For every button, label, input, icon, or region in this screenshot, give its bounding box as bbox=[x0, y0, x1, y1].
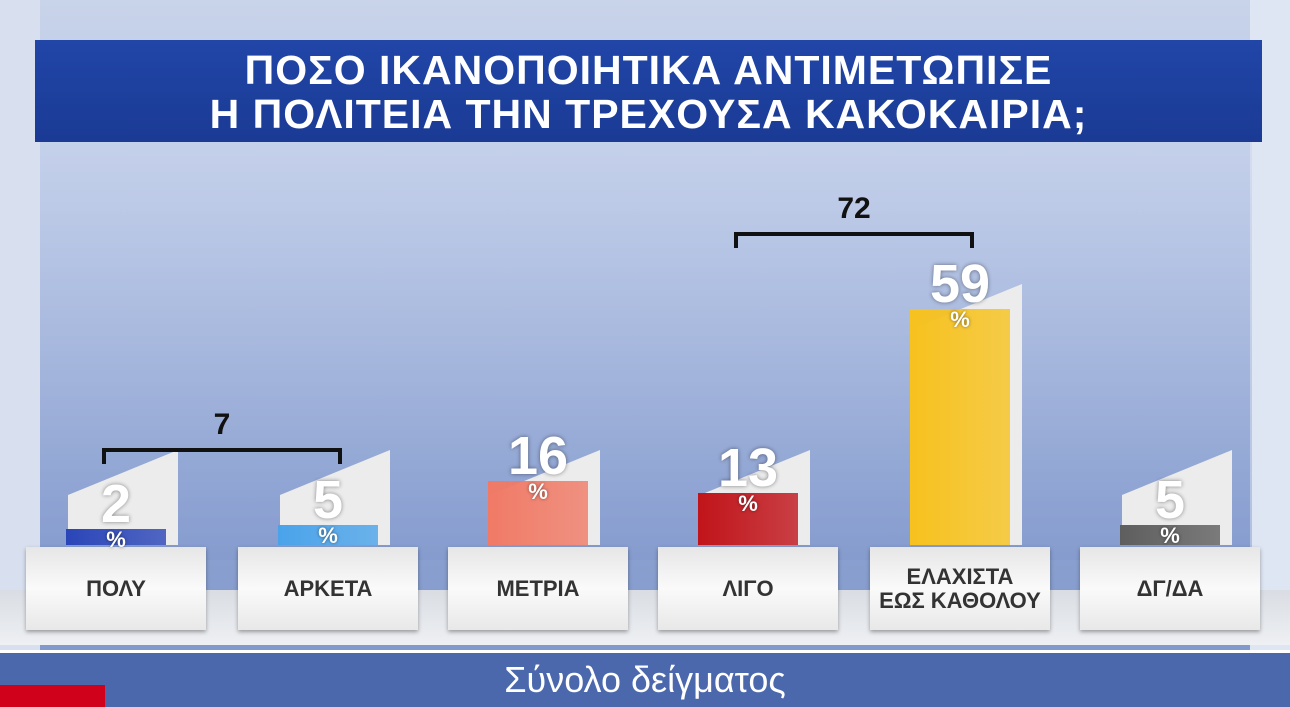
bar bbox=[488, 481, 588, 545]
percent-sign: % bbox=[1160, 523, 1180, 548]
group-total-label: 72 bbox=[837, 192, 871, 225]
group-bracket bbox=[734, 232, 974, 248]
bar bbox=[1120, 525, 1220, 545]
category-label: ΛΙΓΟ bbox=[658, 547, 838, 630]
bar-backdrop bbox=[1122, 450, 1232, 545]
bar bbox=[698, 493, 798, 545]
value-label: 2 bbox=[100, 474, 132, 534]
background-panel bbox=[40, 140, 1252, 560]
bar-backdrop bbox=[68, 450, 178, 545]
red-accent bbox=[0, 685, 105, 707]
bar-backdrop bbox=[280, 450, 390, 545]
group-total-label: 7 bbox=[213, 408, 231, 441]
bar bbox=[66, 529, 166, 545]
footer-bar: Σύνολο δείγματος bbox=[0, 650, 1290, 707]
value-label: 5 bbox=[1154, 470, 1186, 530]
value-label: 59 bbox=[929, 254, 991, 314]
category-label: ΕΛΑΧΙΣΤΑ ΕΩΣ ΚΑΘΟΛΟΥ bbox=[870, 547, 1050, 630]
value-label: 16 bbox=[507, 426, 569, 486]
value-label: 13 bbox=[717, 438, 779, 498]
category-label: ΠΟΛΥ bbox=[26, 547, 206, 630]
group-bracket bbox=[102, 448, 342, 464]
bar bbox=[278, 525, 378, 545]
footer-label: Σύνολο δείγματος bbox=[504, 659, 786, 700]
percent-sign: % bbox=[528, 479, 548, 504]
category-label: ΔΓ/ΔΑ bbox=[1080, 547, 1260, 630]
category-label: ΑΡΚΕΤΑ bbox=[238, 547, 418, 630]
value-label: 5 bbox=[312, 470, 344, 530]
percent-sign: % bbox=[106, 527, 126, 552]
title-line-2: Η ΠΟΛΙΤΕΙΑ ΤΗΝ ΤΡΕΧΟΥΣΑ ΚΑΚΟΚΑΙΡΙΑ; bbox=[209, 91, 1088, 137]
chart-title: ΠΟΣΟ ΙΚΑΝΟΠΟΙΗΤΙΚΑ ΑΝΤΙΜΕΤΩΠΙΣΕ Η ΠΟΛΙΤΕ… bbox=[35, 40, 1262, 142]
percent-sign: % bbox=[318, 523, 338, 548]
percent-sign: % bbox=[950, 307, 970, 332]
percent-sign: % bbox=[738, 491, 758, 516]
category-label: ΜΕΤΡΙΑ bbox=[448, 547, 628, 630]
floor bbox=[0, 590, 1290, 645]
bar bbox=[910, 309, 1010, 545]
title-line-1: ΠΟΣΟ ΙΚΑΝΟΠΟΙΗΤΙΚΑ ΑΝΤΙΜΕΤΩΠΙΣΕ bbox=[244, 47, 1053, 93]
